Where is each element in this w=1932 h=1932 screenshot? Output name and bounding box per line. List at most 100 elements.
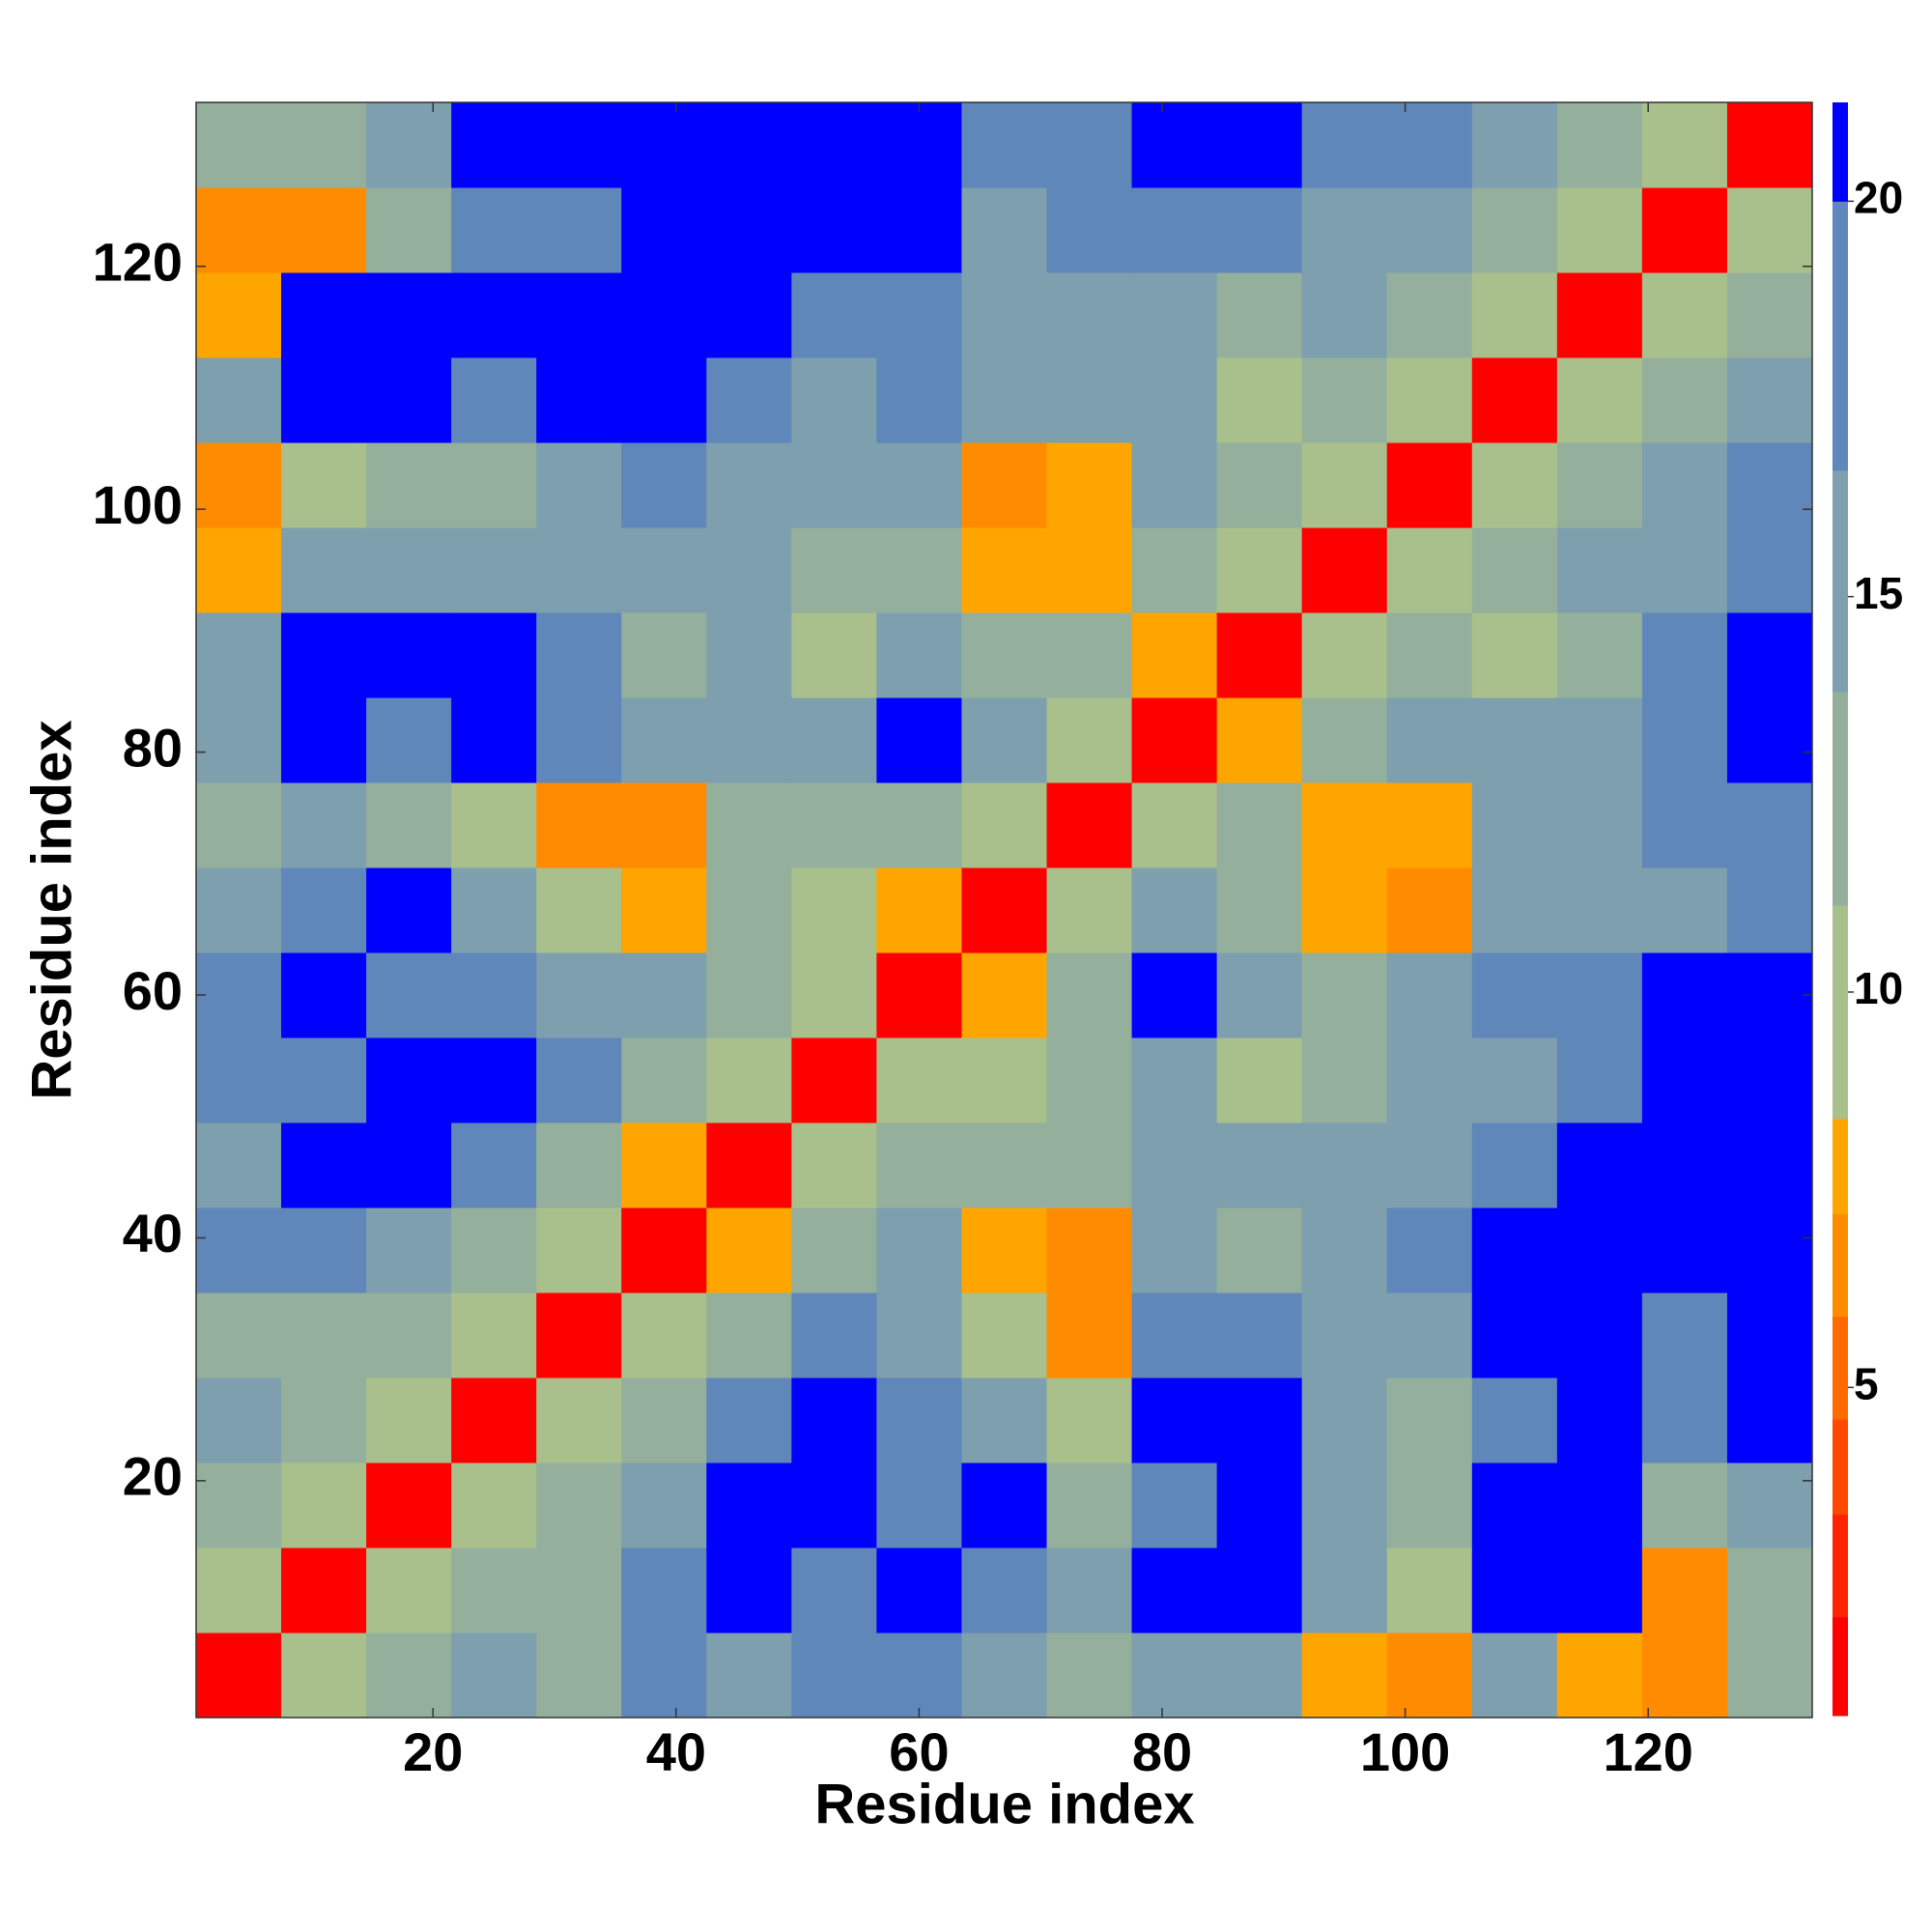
heatmap-cell (706, 1463, 792, 1548)
heatmap-cell (451, 1463, 537, 1548)
heatmap-cell (196, 1293, 282, 1378)
heatmap-cell (1726, 697, 1813, 783)
heatmap-cell (281, 952, 367, 1038)
heatmap-cell (876, 1208, 962, 1293)
heatmap-cell (196, 272, 282, 358)
heatmap-cell (876, 612, 962, 698)
heatmap-cell (1726, 1037, 1813, 1123)
heatmap-cell (1641, 102, 1728, 188)
x-tick-label: 120 (1603, 1721, 1692, 1782)
heatmap-cell (791, 1463, 877, 1548)
colorbar-band (1833, 1316, 1848, 1420)
heatmap-cell (1726, 357, 1813, 443)
heatmap-cell (1046, 1378, 1133, 1463)
heatmap-cell (1386, 1463, 1473, 1548)
heatmap-cell (1641, 1463, 1728, 1548)
heatmap-cell (196, 1463, 282, 1548)
heatmap-cell (196, 1548, 282, 1634)
heatmap-cell (196, 442, 282, 528)
heatmap-cell (536, 952, 622, 1038)
heatmap-cell (281, 527, 367, 613)
heatmap-cell (1386, 1037, 1473, 1123)
heatmap-cell (1216, 1122, 1303, 1208)
plot-frame (195, 101, 1813, 1719)
heatmap-cell (1556, 867, 1643, 953)
heatmap-cell (281, 867, 367, 953)
heatmap-cell (706, 1378, 792, 1463)
colorbar-band (1833, 102, 1848, 202)
heatmap-cell (791, 272, 877, 358)
heatmap-cell (1471, 272, 1558, 358)
colorbar-band (1833, 1616, 1848, 1717)
colorbar-band (1833, 691, 1848, 906)
colorbar-band (1833, 904, 1848, 1120)
heatmap-cell (791, 1293, 877, 1378)
heatmap-cell (791, 1122, 877, 1208)
heatmap-cell (791, 697, 877, 783)
heatmap-cell (1131, 612, 1218, 698)
heatmap-cell (536, 867, 622, 953)
heatmap-cell (1726, 1122, 1813, 1208)
heatmap-cell (791, 442, 877, 528)
heatmap-cell (1131, 867, 1218, 953)
heatmap-cell (791, 867, 877, 953)
heatmap-cell (451, 1037, 537, 1123)
heatmap-cell (536, 357, 622, 443)
heatmap-cell (281, 697, 367, 783)
heatmap-cell (536, 612, 622, 698)
heatmap-cell (536, 1293, 622, 1378)
heatmap-cell (536, 782, 622, 868)
colorbar-band (1833, 469, 1848, 693)
heatmap-cell (1131, 272, 1218, 358)
heatmap-cell (1386, 697, 1473, 783)
heatmap-cell (961, 697, 1048, 783)
heatmap-cell (1386, 1208, 1473, 1293)
heatmap-cell (1556, 1122, 1643, 1208)
heatmap-cell (1471, 867, 1558, 953)
heatmap-cell (621, 272, 707, 358)
heatmap-cell (1641, 1037, 1728, 1123)
heatmap-cell (196, 697, 282, 783)
heatmap-cell (1471, 952, 1558, 1038)
heatmap-cell (1641, 357, 1728, 443)
heatmap-cell (281, 1293, 367, 1378)
heatmap-cell (706, 952, 792, 1038)
heatmap-cell (366, 357, 452, 443)
heatmap-cell (1556, 272, 1643, 358)
heatmap-cell (706, 272, 792, 358)
heatmap-cell (281, 1633, 367, 1719)
heatmap-cell (706, 782, 792, 868)
heatmap-cell (196, 612, 282, 698)
heatmap-cell (1301, 442, 1388, 528)
heatmap-cell (281, 1037, 367, 1123)
heatmap-cell (1726, 442, 1813, 528)
heatmap-cell (706, 867, 792, 953)
heatmap-cell (1216, 527, 1303, 613)
heatmap-cell (281, 612, 367, 698)
heatmap-cell (1641, 187, 1728, 273)
heatmap-cell (876, 1463, 962, 1548)
heatmap-cell (1471, 442, 1558, 528)
heatmap-cell (536, 1378, 622, 1463)
heatmap-cell (1301, 1378, 1388, 1463)
heatmap-cell (791, 1208, 877, 1293)
heatmap-cell (1386, 867, 1473, 953)
heatmap-cell (1046, 612, 1133, 698)
heatmap-cell (1726, 272, 1813, 358)
heatmap-cell (366, 1633, 452, 1719)
heatmap-cell (451, 1633, 537, 1719)
colorbar-band (1833, 201, 1848, 471)
heatmap-cell (1131, 1122, 1218, 1208)
heatmap-cell (366, 1208, 452, 1293)
heatmap-cell (1386, 1378, 1473, 1463)
x-tick-label: 60 (889, 1721, 949, 1782)
heatmap-cell (1471, 1293, 1558, 1378)
heatmap-cell (1046, 697, 1133, 783)
heatmap-cell (366, 697, 452, 783)
heatmap-cell (281, 357, 367, 443)
heatmap-cell (1046, 782, 1133, 868)
heatmap-cell (961, 1378, 1048, 1463)
heatmap-cell (1131, 1548, 1218, 1634)
x-axis-label: Residue index (814, 1773, 1194, 1835)
heatmap-cell (791, 187, 877, 273)
